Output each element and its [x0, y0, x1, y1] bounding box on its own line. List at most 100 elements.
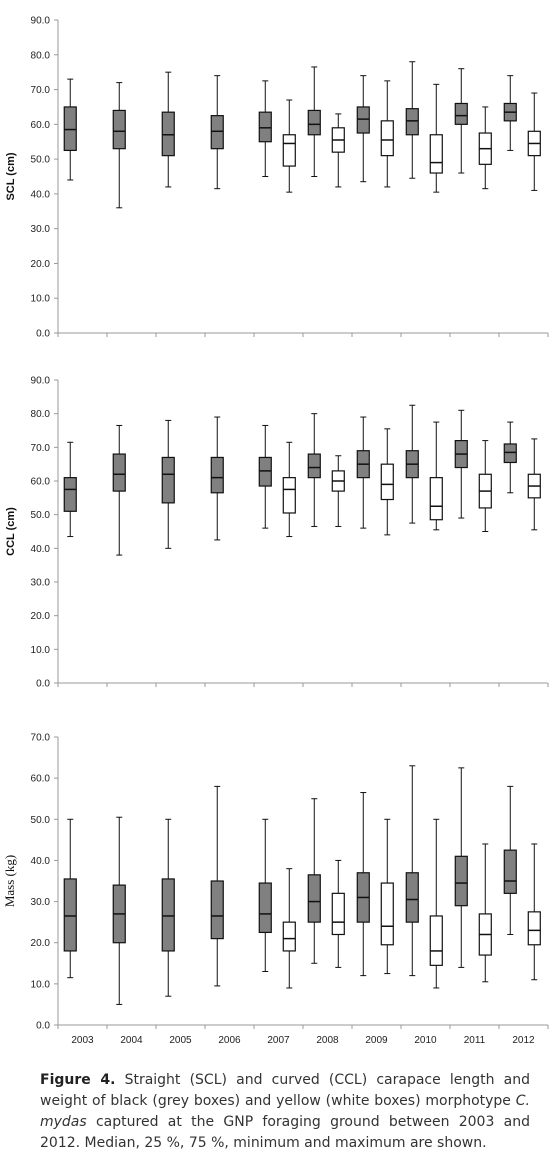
box-iqr: [210, 115, 224, 150]
y-tick-label: 70.0: [31, 733, 51, 744]
box-iqr: [331, 892, 345, 936]
box-iqr: [503, 849, 517, 894]
box-iqr: [307, 453, 321, 479]
box-black-2011: [454, 409, 468, 519]
box-yellow-2012: [527, 92, 541, 191]
box-iqr: [282, 477, 296, 514]
box-black-2003: [63, 441, 77, 538]
box-black-2008: [307, 413, 321, 527]
y-tick-label: 30.0: [31, 578, 51, 589]
box-iqr: [429, 477, 443, 521]
x-tick-label: 2009: [365, 1035, 388, 1046]
box-yellow-2008: [331, 455, 345, 527]
y-tick-label: 30.0: [31, 224, 51, 235]
box-iqr: [282, 921, 296, 952]
box-black-2004: [112, 816, 126, 1005]
box-yellow-2009: [380, 80, 394, 188]
boxplot-figure: 0.0 10.0 20.0 30.0 40.0 50.0 60.0 70.0 80.0 90.0 S…: [2, 16, 549, 1046]
y-tick-label: 10.0: [31, 645, 51, 656]
y-tick-label: 90.0: [31, 16, 51, 27]
y-tick-label: 60.0: [31, 774, 51, 785]
box-iqr: [307, 874, 321, 923]
y-tick-label: 60.0: [31, 477, 51, 488]
y-tick-label: 0.0: [36, 329, 50, 340]
box-yellow-2011: [478, 843, 492, 983]
box-iqr: [161, 878, 175, 952]
box-yellow-2010: [429, 83, 443, 193]
box-iqr: [161, 111, 175, 157]
box-black-2010: [405, 404, 419, 524]
box-black-2012: [503, 75, 517, 151]
x-tick-label: 2010: [414, 1035, 437, 1046]
box-black-2004: [112, 82, 126, 209]
x-tick-label: 2005: [169, 1035, 192, 1046]
box-black-2011: [454, 68, 468, 174]
y-tick-label: 0.0: [36, 679, 50, 690]
y-tick-label: 30.0: [31, 897, 51, 908]
box-yellow-2008: [331, 113, 345, 188]
box-yellow-2007: [282, 868, 296, 989]
box-yellow-2008: [331, 859, 345, 968]
box-iqr: [356, 106, 370, 134]
box-iqr: [63, 878, 77, 952]
y-tick-label: 70.0: [31, 85, 51, 96]
box-black-2009: [356, 75, 370, 183]
box-yellow-2009: [380, 428, 394, 536]
box-black-2008: [307, 798, 321, 964]
box-yellow-2007: [282, 99, 296, 193]
y-tick-label: 40.0: [31, 544, 51, 555]
box-yellow-2009: [380, 818, 394, 975]
box-yellow-2011: [478, 440, 492, 532]
box-black-2009: [356, 416, 370, 529]
y-tick-label: 60.0: [31, 120, 51, 131]
chart-panel-2: 0.0 10.0 20.0 30.0 40.0 50.0 60.0 70.0 80.0 90.0 C…: [5, 376, 549, 690]
box-iqr: [503, 443, 517, 464]
box-yellow-2010: [429, 818, 443, 989]
box-yellow-2012: [527, 843, 541, 981]
box-black-2012: [503, 421, 517, 494]
box-iqr: [380, 120, 394, 157]
box-black-2009: [356, 792, 370, 977]
box-black-2005: [161, 818, 175, 997]
box-yellow-2011: [478, 106, 492, 190]
box-iqr: [258, 111, 272, 143]
y-tick-label: 50.0: [31, 510, 51, 521]
y-tick-label: 50.0: [31, 815, 51, 826]
box-yellow-2010: [429, 421, 443, 531]
box-iqr: [405, 108, 419, 136]
box-iqr: [454, 855, 468, 907]
box-iqr: [380, 463, 394, 501]
chart-panel-1: 0.0 10.0 20.0 30.0 40.0 50.0 60.0 70.0 80.0 90.0 S…: [5, 16, 549, 340]
y-tick-label: 0.0: [36, 1021, 50, 1032]
box-iqr: [282, 134, 296, 167]
box-iqr: [307, 109, 321, 136]
box-black-2010: [405, 765, 419, 977]
box-black-2007: [258, 424, 272, 529]
box-black-2005: [161, 71, 175, 188]
y-tick-label: 20.0: [31, 611, 51, 622]
y-tick-label: 10.0: [31, 294, 51, 305]
box-iqr: [527, 911, 541, 946]
caption-text-1: Straight (SCL) and curved (CCL) carapace…: [40, 1072, 530, 1109]
box-iqr: [405, 872, 419, 923]
box-iqr: [161, 456, 175, 504]
box-iqr: [454, 102, 468, 125]
box-iqr: [63, 106, 77, 152]
box-iqr: [112, 109, 126, 150]
box-yellow-2007: [282, 441, 296, 538]
y-axis-label: SCL (cm): [5, 152, 17, 200]
box-black-2007: [258, 80, 272, 177]
x-tick-label: 2006: [218, 1035, 241, 1046]
box-black-2004: [112, 424, 126, 556]
x-tick-label: 2003: [71, 1035, 94, 1046]
y-tick-label: 80.0: [31, 50, 51, 61]
y-tick-label: 20.0: [31, 938, 51, 949]
box-black-2003: [63, 78, 77, 181]
x-tick-label: 2008: [316, 1035, 339, 1046]
box-black-2005: [161, 419, 175, 549]
y-tick-label: 80.0: [31, 409, 51, 420]
y-axis-label: Mass (kg): [2, 855, 17, 907]
box-iqr: [210, 880, 224, 940]
box-black-2012: [503, 785, 517, 935]
box-iqr: [112, 453, 126, 492]
